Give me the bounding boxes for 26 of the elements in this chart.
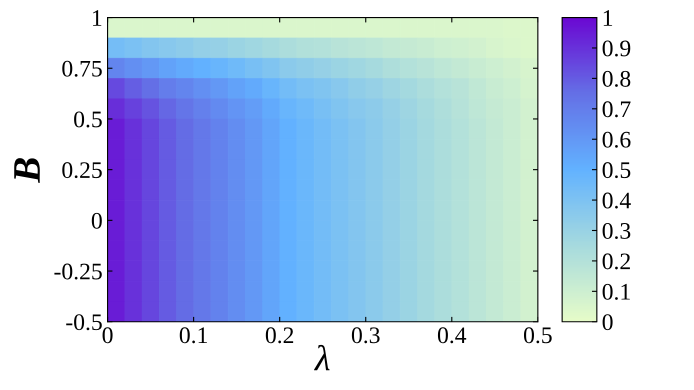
color-bar-label: 0.4 <box>602 192 631 209</box>
x-tick-label: 0.2 <box>266 327 294 344</box>
x-tick-label: 0.5 <box>524 327 552 344</box>
y-axis-title: B <box>14 158 40 183</box>
color-bar-label: 0.8 <box>602 70 630 87</box>
color-bar-label: 0.3 <box>602 222 630 240</box>
y-tick-label: 0 <box>92 212 102 229</box>
x-tick-label: 0.4 <box>438 327 466 344</box>
color-bar-label: 0.6 <box>602 132 631 148</box>
y-tick-label: 0.75 <box>62 60 102 77</box>
x-tick-label: 0.1 <box>180 327 207 344</box>
x-axis-title: λ <box>314 344 330 370</box>
color-bar-label: 0.7 <box>602 101 631 118</box>
color-bar-label: 0.9 <box>602 40 630 56</box>
color-bar-label: 0.1 <box>602 284 630 300</box>
color-bar-label: 1 <box>604 10 612 26</box>
y-tick-label: 0.25 <box>62 162 102 178</box>
x-tick-label: 0 <box>102 327 113 344</box>
y-tick-label: -0.25 <box>54 264 102 280</box>
y-tick-label: -0.5 <box>66 314 102 330</box>
y-tick-label: 1 <box>92 10 102 26</box>
x-tick-label: 0.3 <box>352 327 380 344</box>
y-tick-label: 0.5 <box>74 111 102 128</box>
color-bar-label: 0.2 <box>602 253 630 270</box>
color-bar-label: 0 <box>602 314 613 330</box>
color-bar-label: 0.5 <box>602 162 630 178</box>
